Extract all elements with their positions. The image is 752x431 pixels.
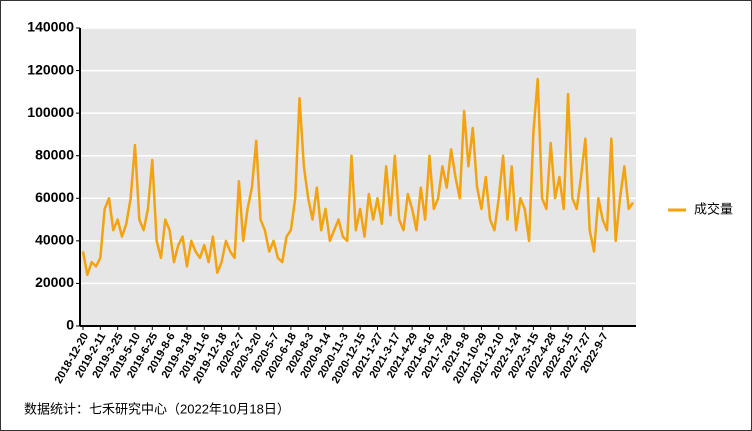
y-tick-label: 40000	[35, 232, 74, 248]
source-note: 数据统计：七禾研究中心（2022年10月18日）	[24, 401, 290, 416]
y-tick-label: 20000	[35, 274, 74, 290]
y-tick-label: 120000	[27, 61, 74, 77]
y-tick-label: 80000	[35, 146, 74, 162]
legend-label: 成交量	[694, 201, 733, 216]
y-tick-label: 0	[66, 317, 74, 333]
y-tick-label: 140000	[27, 19, 74, 35]
y-tick-label: 100000	[27, 104, 74, 120]
plot-background	[80, 28, 636, 326]
y-tick-label: 60000	[35, 189, 74, 205]
line-series	[81, 77, 635, 277]
